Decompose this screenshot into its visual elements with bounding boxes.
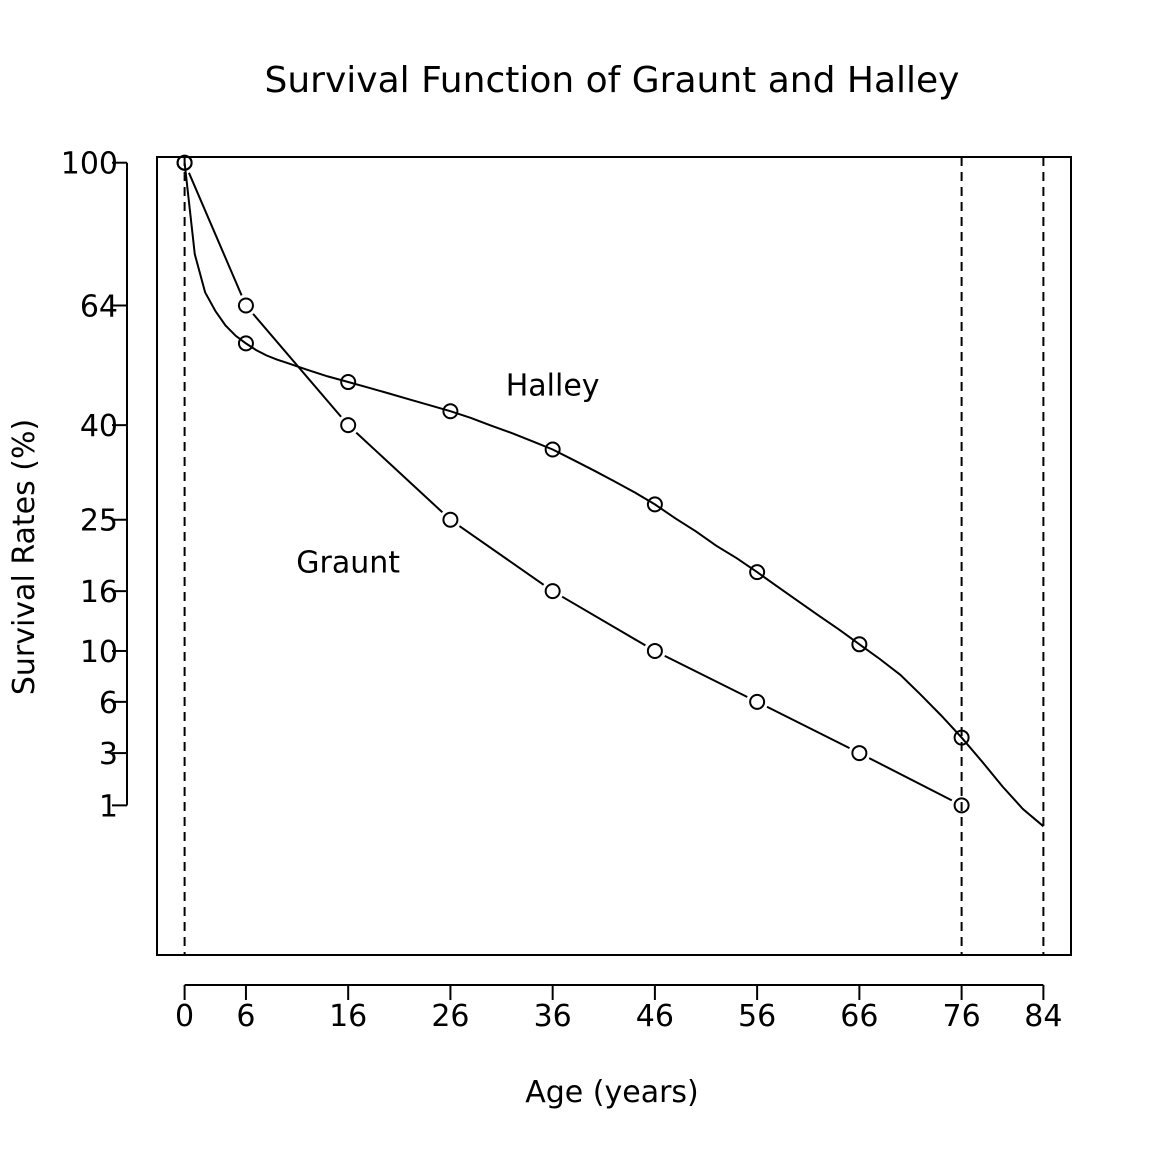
series-layer <box>176 154 1045 828</box>
x-tick-label: 6 <box>236 999 255 1034</box>
series-line-graunt <box>766 705 850 750</box>
y-tick-label: 25 <box>80 504 118 539</box>
data-point-halley <box>851 636 868 653</box>
data-point-graunt <box>544 583 561 600</box>
x-tick-label: 36 <box>534 999 572 1034</box>
y-tick-label: 6 <box>99 686 118 721</box>
y-axis: 1 3 6 10 16 25 40 64 100 <box>61 147 128 824</box>
data-point-graunt <box>851 745 868 762</box>
series-line-halley <box>183 162 1045 828</box>
x-axis-title: Age (years) <box>525 1075 699 1110</box>
data-point-halley <box>176 154 193 171</box>
y-tick-label: 10 <box>80 635 118 670</box>
reference-vlines <box>183 157 1045 955</box>
data-point-halley <box>953 729 970 746</box>
x-tick-label: 66 <box>840 999 878 1034</box>
series-line-graunt <box>355 431 444 513</box>
y-tick-label: 1 <box>99 789 118 824</box>
plot-frame <box>156 156 1072 956</box>
series-graunt <box>176 154 970 814</box>
x-tick-label: 76 <box>943 999 981 1034</box>
data-point-halley <box>749 564 766 581</box>
data-point-graunt <box>442 511 459 528</box>
x-axis: 0 6 16 26 36 46 56 66 76 84 <box>175 984 1062 1034</box>
y-tick-label: 100 <box>61 147 118 182</box>
annotation-layer: Halley Graunt <box>296 369 599 581</box>
series-line-graunt <box>188 172 243 296</box>
y-tick-label: 64 <box>80 290 118 325</box>
data-point-halley <box>646 496 663 513</box>
series-line-graunt <box>664 654 748 698</box>
x-tick-label: 46 <box>636 999 674 1034</box>
y-tick-label: 3 <box>99 737 118 772</box>
series-line-graunt <box>458 525 545 586</box>
data-point-halley <box>544 441 561 458</box>
series-line-graunt <box>561 595 646 647</box>
data-point-graunt <box>340 417 357 434</box>
data-point-halley <box>340 374 357 391</box>
data-point-halley <box>442 403 459 420</box>
x-tick-label: 16 <box>329 999 367 1034</box>
data-point-halley <box>237 335 254 352</box>
series-label-graunt: Graunt <box>296 545 400 580</box>
series-label-halley: Halley <box>506 369 600 404</box>
y-axis-title: Survival Rates (%) <box>7 419 42 695</box>
x-tick-label: 26 <box>431 999 469 1034</box>
y-tick-label: 40 <box>80 409 118 444</box>
x-tick-label: 56 <box>738 999 776 1034</box>
data-point-graunt <box>646 642 663 659</box>
series-halley <box>176 154 1045 828</box>
series-line-graunt <box>868 757 953 802</box>
data-point-graunt <box>953 797 970 814</box>
x-tick-label: 0 <box>175 999 194 1034</box>
y-tick-label: 16 <box>80 575 118 610</box>
x-tick-label: 84 <box>1024 999 1062 1034</box>
chart-title: Survival Function of Graunt and Halley <box>264 60 959 101</box>
data-point-graunt <box>749 693 766 710</box>
data-point-graunt <box>237 297 254 314</box>
